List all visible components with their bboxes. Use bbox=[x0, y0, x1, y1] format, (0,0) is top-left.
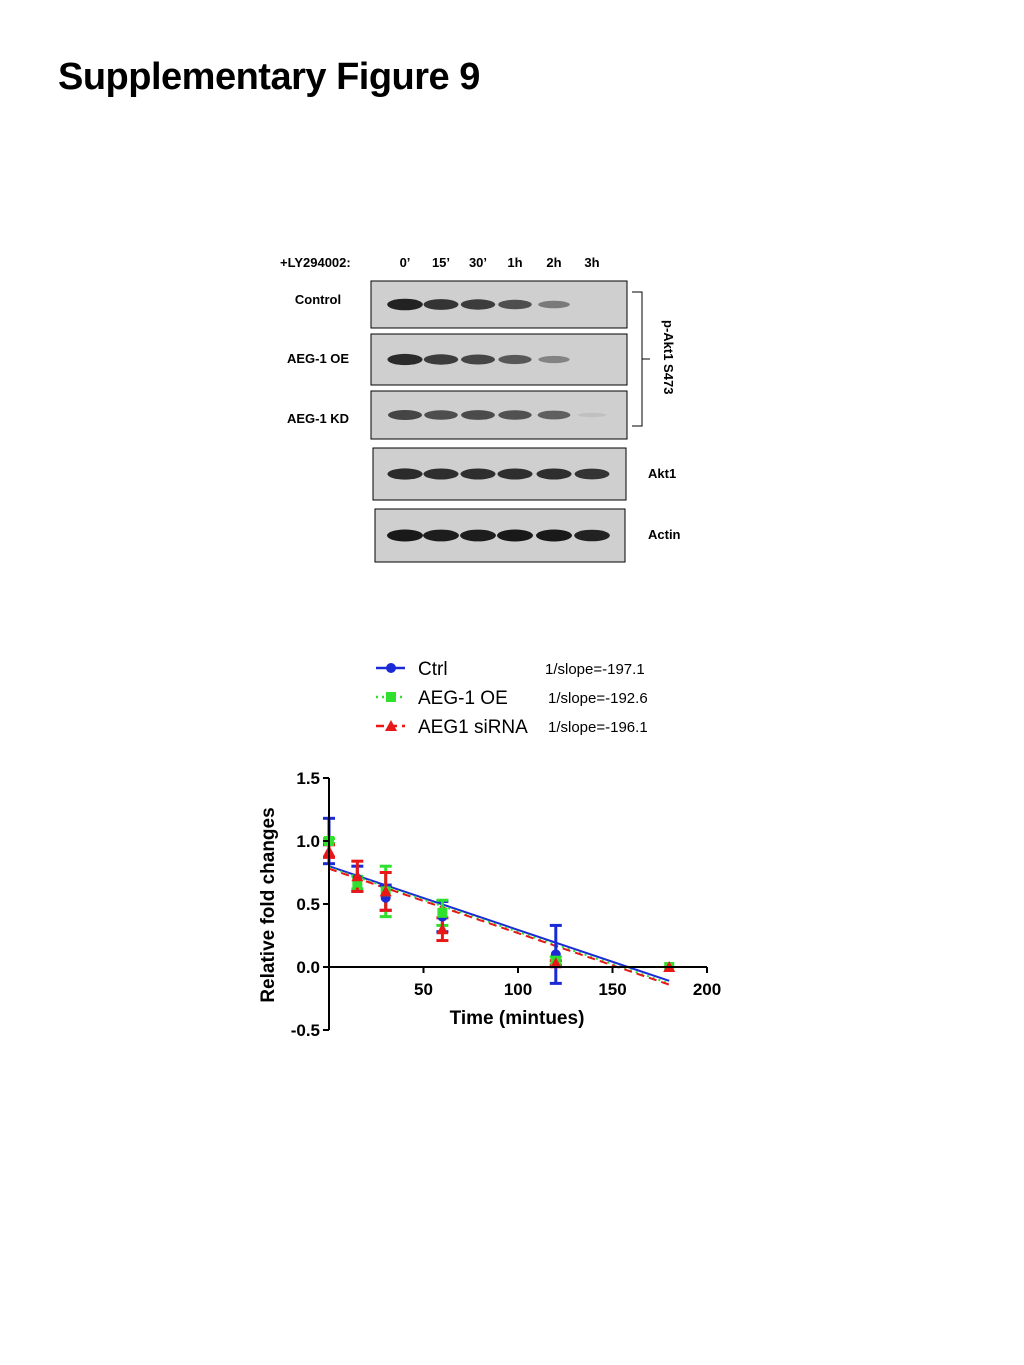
legend-label: AEG-1 OE bbox=[418, 688, 508, 709]
blot-band bbox=[423, 468, 459, 480]
y-tick-label: 0.0 bbox=[296, 958, 320, 977]
data-point bbox=[386, 663, 396, 673]
timepoint-label: 1h bbox=[507, 255, 522, 270]
data-point bbox=[352, 877, 363, 888]
blot-band bbox=[574, 468, 610, 480]
blot-band bbox=[460, 529, 496, 542]
blot-band bbox=[460, 468, 496, 480]
blot-band bbox=[387, 353, 423, 366]
data-point bbox=[385, 720, 397, 731]
error-bars bbox=[323, 816, 562, 985]
page-title: Supplementary Figure 9 bbox=[58, 56, 480, 98]
blot-band bbox=[498, 354, 532, 365]
y-tick-label: -0.5 bbox=[291, 1021, 320, 1040]
timepoint-labels: 0’ 15’ 30’ 1h 2h 3h bbox=[400, 255, 600, 270]
timepoint-label: 30’ bbox=[469, 255, 487, 270]
slope-annotation: 1/slope=-196.1 bbox=[548, 719, 648, 736]
blot-band bbox=[423, 529, 459, 542]
blot-band bbox=[497, 468, 533, 480]
blot-band bbox=[388, 410, 422, 420]
blot-band bbox=[574, 529, 610, 542]
western-blot-figure: +LY294002: 0’ 15’ 30’ 1h 2h 3h Control AEG-1 O… bbox=[280, 255, 681, 563]
x-tick-label: 150 bbox=[598, 980, 626, 999]
blot-row-label: AEG-1 OE bbox=[287, 351, 349, 366]
legend-label: AEG1 siRNA bbox=[418, 717, 528, 738]
data-point bbox=[549, 957, 562, 969]
timepoint-label: 15’ bbox=[432, 255, 450, 270]
slope-annotation: 1/slope=-192.6 bbox=[548, 690, 648, 707]
x-tick-label: 100 bbox=[504, 980, 532, 999]
blot-band bbox=[538, 355, 570, 364]
blot-band bbox=[423, 299, 459, 310]
y-axis-title: Relative fold changes bbox=[258, 807, 279, 1002]
p-akt1-bracket bbox=[632, 291, 650, 427]
data-point bbox=[437, 907, 448, 918]
data-point bbox=[351, 870, 364, 882]
p-akt1-label: p-Akt1 S473 bbox=[661, 320, 676, 394]
timepoint-label: 3h bbox=[584, 255, 599, 270]
blot-band bbox=[497, 529, 533, 542]
blot-band bbox=[498, 299, 532, 310]
blot-band bbox=[387, 468, 423, 480]
data-point bbox=[379, 885, 392, 897]
blot-row-labels: Control AEG-1 OE AEG-1 KD bbox=[287, 292, 349, 426]
blot-band bbox=[461, 410, 495, 420]
axes: 1.5 1.0 0.5 0.0 -0.5 50 100 150 200 bbox=[291, 769, 721, 1040]
blot-band bbox=[460, 299, 496, 310]
fit-line bbox=[328, 865, 670, 982]
x-tick-label: 200 bbox=[693, 980, 721, 999]
y-tick-label: 0.5 bbox=[296, 895, 320, 914]
blot-band bbox=[387, 298, 423, 311]
legend-label: Ctrl bbox=[418, 659, 448, 680]
data-points bbox=[323, 836, 676, 972]
blot-band bbox=[538, 300, 570, 309]
blot-band bbox=[423, 354, 459, 365]
blot-band bbox=[424, 410, 458, 420]
blot-band bbox=[498, 410, 532, 420]
data-point bbox=[436, 923, 449, 935]
timepoint-label: 0’ bbox=[400, 255, 411, 270]
slope-annotation: 1/slope=-197.1 bbox=[545, 661, 645, 678]
blot-band bbox=[577, 412, 607, 418]
legend: Ctrl 1/slope=-197.1 AEG-1 OE 1/slope=-192.6… bbox=[376, 659, 648, 738]
blot-panels bbox=[370, 280, 628, 563]
y-tick-label: 1.0 bbox=[296, 832, 320, 851]
blot-band bbox=[461, 354, 495, 365]
timepoint-label: 2h bbox=[546, 255, 561, 270]
x-axis-title: Time (mintues) bbox=[450, 1008, 585, 1029]
blot-band bbox=[387, 529, 423, 542]
actin-label: Actin bbox=[648, 527, 681, 542]
data-point bbox=[386, 692, 396, 702]
blot-band bbox=[537, 410, 571, 420]
treatment-label: +LY294002: bbox=[280, 255, 351, 270]
blot-band bbox=[536, 529, 572, 542]
blot-band bbox=[536, 468, 572, 480]
blot-row-label: AEG-1 KD bbox=[287, 411, 349, 426]
y-tick-label: 1.5 bbox=[296, 769, 320, 788]
x-tick-label: 50 bbox=[414, 980, 433, 999]
akt1-label: Akt1 bbox=[648, 466, 676, 481]
blot-row-label: Control bbox=[295, 292, 341, 307]
